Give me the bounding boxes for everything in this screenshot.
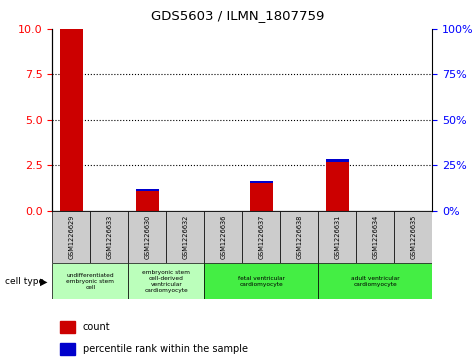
Text: GSM1226630: GSM1226630	[144, 215, 150, 259]
Bar	[90, 211, 128, 263]
Text: GSM1226631: GSM1226631	[334, 215, 340, 259]
Text: adult ventricular
cardiomyocyte: adult ventricular cardiomyocyte	[351, 276, 399, 287]
Text: GSM1226635: GSM1226635	[410, 215, 416, 259]
Bar	[52, 211, 90, 263]
Bar	[250, 181, 273, 183]
Bar	[356, 211, 394, 263]
Text: undifferentiated
embryonic stem
cell: undifferentiated embryonic stem cell	[66, 273, 114, 290]
Bar	[280, 211, 318, 263]
Bar	[136, 191, 159, 211]
Text: fetal ventricular
cardiomyocyte: fetal ventricular cardiomyocyte	[238, 276, 285, 287]
Bar	[136, 189, 159, 191]
Bar	[60, 321, 75, 333]
Text: GSM1226632: GSM1226632	[182, 215, 188, 259]
Text: GDS5603 / ILMN_1807759: GDS5603 / ILMN_1807759	[151, 9, 324, 22]
Text: GSM1226637: GSM1226637	[258, 215, 264, 259]
Bar	[60, 24, 83, 29]
Text: GSM1226636: GSM1226636	[220, 215, 226, 259]
Bar	[242, 211, 280, 263]
Bar	[60, 343, 75, 355]
Text: ▶: ▶	[40, 276, 48, 286]
Bar	[250, 183, 273, 211]
Bar	[128, 263, 204, 299]
Text: percentile rank within the sample: percentile rank within the sample	[83, 344, 247, 354]
Bar	[318, 211, 356, 263]
Bar	[166, 211, 204, 263]
Bar	[52, 263, 128, 299]
Text: cell type: cell type	[5, 277, 44, 286]
Bar	[394, 211, 432, 263]
Text: GSM1226638: GSM1226638	[296, 215, 302, 259]
Text: GSM1226629: GSM1226629	[68, 215, 74, 259]
Bar	[326, 162, 349, 211]
Bar	[60, 29, 83, 211]
Bar	[318, 263, 432, 299]
Bar	[204, 263, 318, 299]
Text: GSM1226634: GSM1226634	[372, 215, 378, 259]
Bar	[128, 211, 166, 263]
Text: GSM1226633: GSM1226633	[106, 215, 112, 259]
Text: count: count	[83, 322, 110, 332]
Text: embryonic stem
cell-derived
ventricular
cardiomyocyte: embryonic stem cell-derived ventricular …	[142, 270, 190, 293]
Bar	[326, 159, 349, 162]
Bar	[204, 211, 242, 263]
